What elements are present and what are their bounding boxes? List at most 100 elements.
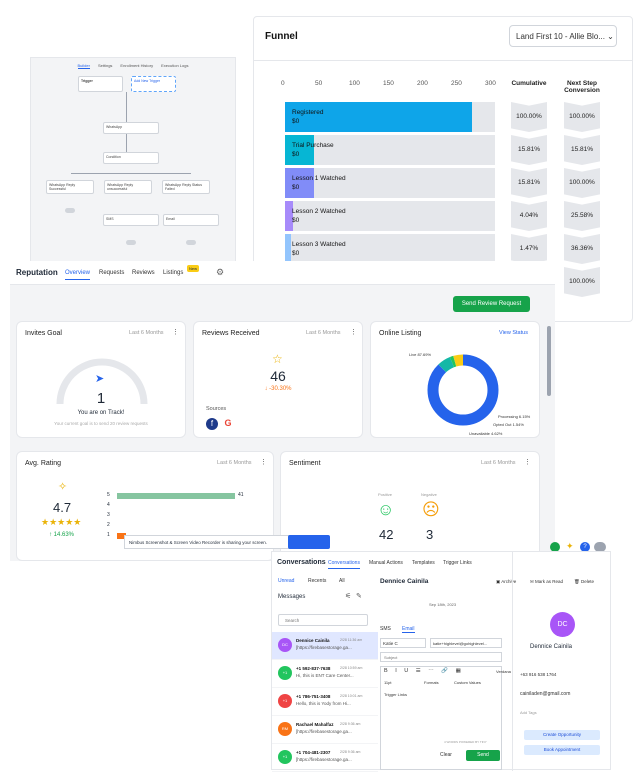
send-button[interactable]: Send xyxy=(466,750,500,761)
font-family-select[interactable]: Verdana xyxy=(496,669,511,674)
avatar[interactable] xyxy=(594,542,606,552)
stars-icon: ✧ xyxy=(58,481,68,493)
star-icon: ☆ xyxy=(272,352,283,366)
send-review-request-button[interactable]: Send Review Request xyxy=(453,296,530,312)
tab-sms[interactable]: SMS xyxy=(380,626,391,632)
message-time: 2/28 9:36 am xyxy=(340,722,361,726)
gear-icon[interactable]: ⚙ xyxy=(216,267,225,277)
branch-failed-node[interactable]: WhatsApp Reply Status Failed xyxy=(162,180,210,194)
help-icon[interactable]: ? xyxy=(580,542,590,552)
end-node xyxy=(65,208,75,213)
from-field[interactable]: Katie C xyxy=(380,638,426,648)
condition-node[interactable]: Condition xyxy=(103,152,159,164)
sources-label: Sources xyxy=(206,406,227,412)
scrollbar[interactable] xyxy=(547,326,551,396)
sms-node[interactable]: SMS xyxy=(103,214,159,226)
more-icon[interactable]: ⋮ xyxy=(350,329,357,336)
next-step-cell: 100.00% xyxy=(564,267,600,297)
tab-settings[interactable]: Settings xyxy=(97,63,113,68)
stage-value: $0 xyxy=(292,118,300,125)
filter-icon[interactable]: ⚟ xyxy=(345,593,352,600)
date-divider: Sep 18th, 2023 xyxy=(429,602,457,607)
custom-values-select[interactable]: Custom Values xyxy=(454,680,481,685)
rating-star-label: 5 xyxy=(107,492,110,498)
tab-templates[interactable]: Templates xyxy=(412,560,435,566)
trigger-node[interactable]: Trigger xyxy=(78,76,123,92)
list-item[interactable]: +1 +1 592-837-7638 2/28 10:59 am Hi, this i… xyxy=(272,660,378,688)
screen-share-notice: Nimbus Screenshot & Screen Video Recorde… xyxy=(124,535,314,549)
tab-reviews[interactable]: Reviews xyxy=(132,270,155,276)
cumulative-header: Cumulative xyxy=(511,80,547,87)
view-status-link[interactable]: View Status xyxy=(499,330,528,336)
google-icon[interactable]: G xyxy=(224,418,232,428)
phone-icon[interactable] xyxy=(550,542,560,552)
email-node[interactable]: Email xyxy=(163,214,219,226)
mark-read-button[interactable]: ✉ Mark as Read xyxy=(530,579,564,584)
filter-all[interactable]: All xyxy=(339,578,345,584)
list-item[interactable]: +1 +1 786-751-3408 2/28 10:01 am Hello, thi… xyxy=(272,688,378,716)
tab-enrollment-history[interactable]: Enrollment History xyxy=(120,63,154,68)
whatsapp-node[interactable]: WhatsApp xyxy=(103,122,159,134)
positive-value: 42 xyxy=(379,527,394,542)
rating-bar xyxy=(117,493,235,499)
add-tags[interactable]: Add Tags xyxy=(520,710,537,715)
book-appointment-button[interactable]: Book Appointment xyxy=(524,745,600,755)
axis-tick-label: 200 xyxy=(417,80,428,87)
clear-button[interactable]: Clear xyxy=(440,752,452,758)
delete-button[interactable]: 🗑 Delete xyxy=(574,579,594,584)
list-item[interactable]: +1 +1 704-481-2307 2/28 9:36 am [https://fi… xyxy=(272,744,378,772)
opted-out-label: Opted Out 1.54% xyxy=(493,422,524,427)
facebook-icon[interactable]: f xyxy=(206,418,218,430)
tab-trigger-links[interactable]: Trigger Links xyxy=(443,560,472,566)
tab-overview[interactable]: Overview xyxy=(65,270,91,280)
workflow-builder-panel: Builder Settings Enrollment History Exec… xyxy=(30,57,236,265)
tab-requests[interactable]: Requests xyxy=(99,270,125,276)
to-field[interactable]: katie+highlevel@gohighlevel... xyxy=(430,638,502,648)
tab-conversations[interactable]: Conversations xyxy=(328,560,360,569)
message-time: 2/28 9:36 am xyxy=(340,750,361,754)
connector-line xyxy=(126,92,127,122)
cumulative-cell: 4.04% xyxy=(511,201,547,231)
stage-value: $0 xyxy=(292,184,300,191)
tab-listings[interactable]: Listings xyxy=(163,270,184,276)
contact-avatar: DC xyxy=(550,612,575,637)
add-trigger-node[interactable]: Add New Trigger xyxy=(131,76,176,92)
rating-change: ↑ 14.63% xyxy=(49,532,75,538)
rating-count: 41 xyxy=(238,492,244,498)
archive-button[interactable]: ▣ Archive xyxy=(496,579,517,584)
next-step-cell: 25.58% xyxy=(564,201,600,231)
more-icon[interactable]: ⋮ xyxy=(172,329,179,336)
editor-toolbar-icons[interactable]: B I U ☰ ⋯ 🔗 ▦ xyxy=(384,668,464,674)
formats-select[interactable]: Formats xyxy=(424,680,439,685)
list-item[interactable]: DC Dennice Cainila 2/28 11:36 am [https://f… xyxy=(272,632,378,660)
trigger-links-select[interactable]: Trigger Links xyxy=(384,692,407,697)
tab-execution-logs[interactable]: Execution Logs xyxy=(161,63,189,68)
more-icon[interactable]: ⋮ xyxy=(260,459,267,466)
sparkle-icon[interactable]: ✦ xyxy=(566,541,574,551)
search-input[interactable] xyxy=(278,614,368,626)
filter-recents[interactable]: Recents xyxy=(308,578,327,584)
rating-bar xyxy=(117,533,126,539)
compose-icon[interactable]: ✎ xyxy=(356,593,362,600)
funnel-selector[interactable]: Land First 10 - Allie Blo... ⌄ xyxy=(509,25,617,47)
mark-read-label: Mark as Read xyxy=(535,579,564,584)
reviews-value: 46 xyxy=(270,368,286,384)
create-opportunity-button[interactable]: Create Opportunity xyxy=(524,730,600,740)
reviews-change-value: -30.30% xyxy=(269,386,292,392)
list-item[interactable]: RM Rachael Mahalfaz 2/28 9:36 am [https://f… xyxy=(272,716,378,744)
font-size-select[interactable]: 11pt xyxy=(384,680,392,685)
tab-builder[interactable]: Builder xyxy=(77,63,90,69)
subject-input[interactable] xyxy=(380,652,502,662)
stop-sharing-button[interactable] xyxy=(288,535,330,549)
branch-unsuccessful-node[interactable]: WhatsApp Reply unsuccessful xyxy=(104,180,152,194)
filter-unread[interactable]: Unread xyxy=(278,578,295,584)
card-title: Reviews Received xyxy=(202,330,260,337)
funnel-bar-track xyxy=(285,168,495,198)
tab-email[interactable]: Email xyxy=(402,626,415,633)
stage-name: Trial Purchase xyxy=(292,142,334,149)
branch-successful-node[interactable]: WhatsApp Reply Successful xyxy=(46,180,94,194)
funnel-bar xyxy=(285,168,314,198)
tab-manual-actions[interactable]: Manual Actions xyxy=(369,560,403,566)
more-icon[interactable]: ⋮ xyxy=(524,459,531,466)
end-node xyxy=(126,240,136,245)
